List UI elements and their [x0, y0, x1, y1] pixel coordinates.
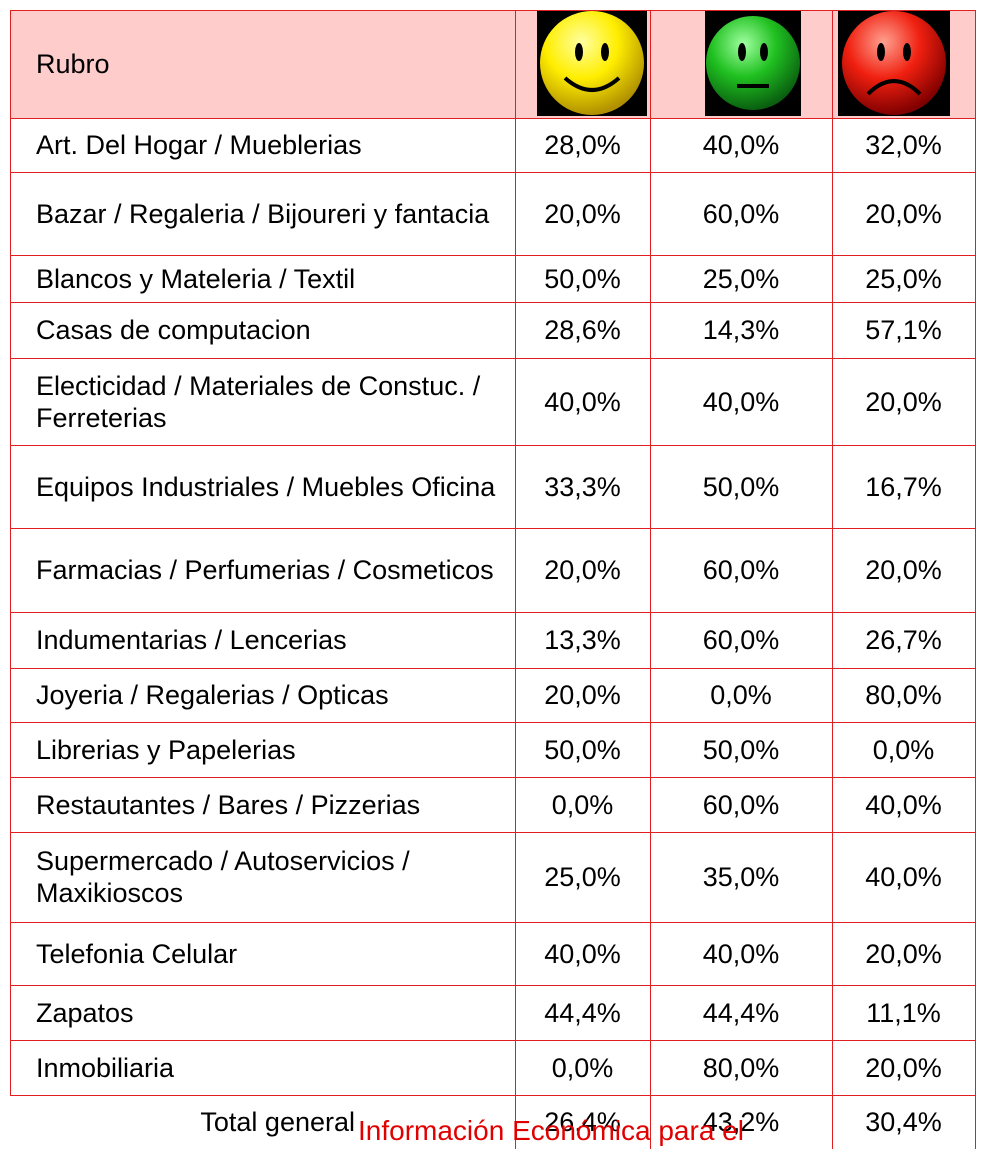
row-label: Blancos y Mateleria / Textil [36, 263, 356, 294]
row-label: Bazar / Regaleria / Bijoureri y fantacia [36, 198, 490, 229]
border [10, 302, 975, 303]
happy-face [537, 10, 647, 116]
row-label: Inmobiliaria [36, 1052, 175, 1083]
row-label: Electicidad / Materiales de Constuc. / F… [36, 370, 481, 433]
value-cell: 25,0% [544, 862, 621, 892]
border [10, 612, 975, 613]
value-cell: 50,0% [544, 734, 621, 765]
overlay-text: Información Económica para el [358, 1115, 744, 1146]
header-cell: Rubro [36, 49, 110, 79]
row-label: Art. Del Hogar / Mueblerias [36, 130, 362, 160]
value-cell: 33,3% [544, 471, 621, 502]
value-cell: 16,7% [865, 471, 942, 502]
value-cell: 28,6% [544, 315, 621, 345]
border [10, 722, 975, 723]
value-cell: 32,0% [865, 130, 942, 160]
value-cell: 44,4% [544, 997, 621, 1028]
value-cell: 11,1% [866, 997, 941, 1028]
row-label: Zapatos [36, 997, 134, 1028]
border [10, 1095, 975, 1096]
value-cell: 0,0% [551, 1052, 614, 1083]
row-label: Restautantes / Bares / Pizzerias [36, 789, 421, 820]
sad-face [838, 10, 950, 116]
value-cell: 26,7% [865, 625, 942, 655]
value-cell: 50,0% [544, 263, 621, 294]
value-cell: 50,0% [702, 471, 780, 502]
value-cell: 0,0% [710, 680, 772, 710]
value-cell: 25,0% [702, 263, 780, 294]
neutral-face [705, 10, 801, 116]
value-cell: 57,1% [865, 315, 942, 345]
border [10, 10, 975, 11]
value-cell: 28,0% [544, 130, 621, 160]
value-cell: 20,0% [865, 386, 942, 417]
border [975, 10, 976, 1149]
value-cell: 0,0% [872, 734, 935, 765]
border [10, 1040, 975, 1041]
row-label: Equipos Industriales / Muebles Oficina [36, 471, 496, 502]
value-cell: 60,0% [702, 789, 780, 820]
value-cell: 40,0% [865, 862, 942, 892]
value-cell: 44,4% [702, 997, 780, 1028]
border [10, 668, 975, 669]
border [10, 118, 975, 119]
value-cell: 43,2% [702, 1107, 780, 1137]
header-row [10, 10, 975, 118]
value-cell: 40,0% [865, 789, 942, 820]
value-cell: 80,0% [865, 680, 942, 710]
row-label: Casas de computacion [36, 315, 311, 345]
value-cell: 14,3% [702, 315, 780, 345]
row-label: Joyeria / Regalerias / Opticas [36, 680, 389, 710]
value-cell: 60,0% [702, 555, 780, 585]
border [832, 10, 833, 1149]
value-cell: 40,0% [544, 386, 621, 417]
border [10, 777, 975, 778]
row-label: Supermercado / Autoservicios / Maxikiosc… [36, 846, 410, 908]
value-cell: 40,0% [702, 938, 780, 969]
value-cell: 40,0% [702, 386, 780, 417]
row-label: Indumentarias / Lencerias [36, 625, 347, 655]
value-cell: 0,0% [551, 789, 614, 820]
border [10, 358, 975, 359]
row-label: Farmacias / Perfumerias / Cosmeticos [36, 555, 494, 585]
value-cell: 20,0% [544, 198, 621, 229]
value-cell: 60,0% [702, 625, 780, 655]
value-cell: 20,0% [544, 680, 621, 710]
value-cell: 40,0% [544, 938, 621, 969]
value-cell: 35,0% [702, 862, 780, 892]
border [10, 985, 975, 986]
value-cell: 20,0% [865, 198, 942, 229]
value-cell: 40,0% [702, 130, 780, 160]
row-label: Telefonia Celular [36, 938, 238, 969]
border [515, 10, 516, 1149]
border [650, 10, 651, 1149]
value-cell: 80,0% [702, 1052, 780, 1083]
value-cell: 50,0% [702, 734, 780, 765]
border [10, 172, 975, 173]
row-label: Librerias y Papelerias [36, 734, 296, 765]
value-cell: 20,0% [544, 555, 621, 585]
value-cell: 26,4% [544, 1107, 621, 1137]
border [10, 832, 975, 833]
value-cell: 25,0% [865, 263, 942, 294]
value-cell: 20,0% [865, 555, 942, 585]
value-cell: 60,0% [702, 198, 780, 229]
value-cell: 13,3% [544, 625, 621, 655]
value-cell: 20,0% [865, 938, 942, 969]
border [10, 445, 975, 446]
border [10, 10, 11, 1095]
border [10, 528, 975, 529]
value-cell: 30,4% [865, 1107, 942, 1137]
value-cell: 20,0% [865, 1052, 942, 1083]
row-label: Total general [200, 1107, 355, 1137]
border [10, 922, 975, 923]
border [10, 255, 975, 256]
